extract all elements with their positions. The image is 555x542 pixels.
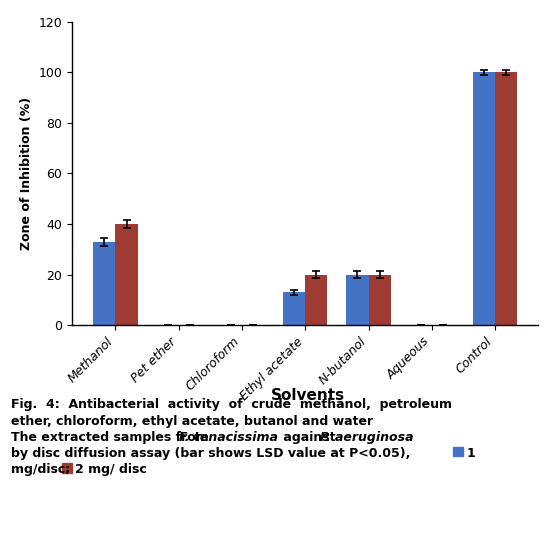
Text: by disc diffusion assay (bar shows LSD value at P<0.05),: by disc diffusion assay (bar shows LSD v… bbox=[11, 447, 411, 460]
Text: 1: 1 bbox=[466, 447, 475, 460]
Text: Fig.  4:  Antibacterial  activity  of  crude  methanol,  petroleum: Fig. 4: Antibacterial activity of crude … bbox=[11, 398, 452, 411]
Bar bbox=[495, 72, 517, 325]
Text: mg/disc;: mg/disc; bbox=[11, 463, 70, 476]
Bar bbox=[305, 275, 327, 325]
Bar bbox=[283, 292, 305, 325]
Bar bbox=[115, 224, 138, 325]
Text: Solvents: Solvents bbox=[271, 388, 345, 403]
Text: P. aeruginosa: P. aeruginosa bbox=[320, 431, 413, 444]
Bar bbox=[369, 275, 391, 325]
Bar bbox=[473, 72, 495, 325]
Text: 2 mg/ disc: 2 mg/ disc bbox=[75, 463, 147, 476]
Text: F. tenacissima: F. tenacissima bbox=[179, 431, 278, 444]
Bar bbox=[346, 275, 369, 325]
Bar bbox=[93, 242, 115, 325]
Text: against: against bbox=[279, 431, 340, 444]
Y-axis label: Zone of Inhibition (%): Zone of Inhibition (%) bbox=[20, 97, 33, 250]
Text: The extracted samples from: The extracted samples from bbox=[11, 431, 213, 444]
Text: ether, chloroform, ethyl acetate, butanol and water: ether, chloroform, ethyl acetate, butano… bbox=[11, 415, 373, 428]
